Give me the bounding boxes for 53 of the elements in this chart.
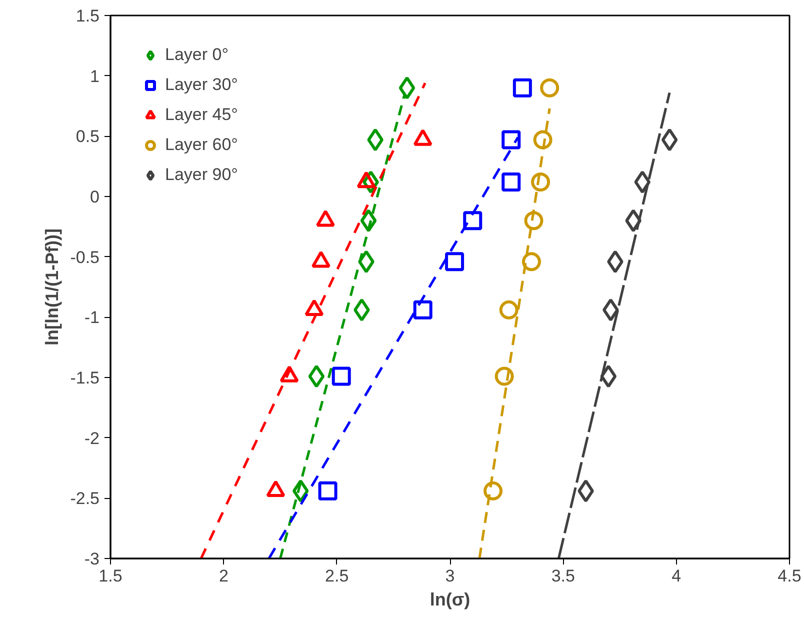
point (502, 172, 521, 192)
y-tick-label: 0.5 (76, 127, 100, 146)
point (367, 128, 384, 152)
y-tick-label: -1 (84, 308, 100, 328)
point (484, 481, 503, 500)
point (463, 211, 482, 230)
x-axis-title: ln(σ) (430, 590, 470, 610)
point (413, 300, 432, 320)
point (494, 366, 514, 386)
point (292, 479, 309, 502)
y-tick-label: 0 (90, 188, 100, 206)
point (540, 78, 560, 98)
point (354, 298, 370, 322)
point (625, 209, 642, 232)
legend-label: Layer 60° (165, 135, 238, 155)
x-tick-label: 4 (672, 566, 682, 586)
legend-label: Layer 30° (165, 75, 238, 95)
point (600, 364, 617, 388)
y-tick-label: -1.5 (70, 368, 100, 388)
y-axis-title: ln[ln(1/(1-Pf))] (42, 228, 62, 346)
point (533, 130, 552, 150)
point (522, 252, 541, 272)
point (607, 250, 624, 274)
y-tick-label: -3 (84, 550, 100, 568)
x-tick-label: 4.5 (778, 566, 802, 586)
x-tick-label: 3.5 (551, 566, 575, 586)
x-tick-label: 2.5 (325, 566, 349, 586)
point (524, 211, 544, 230)
legend-label: Layer 45° (165, 105, 238, 125)
point (531, 172, 550, 192)
x-tick-label: 3 (445, 566, 455, 586)
point (360, 209, 377, 232)
point (512, 78, 532, 98)
point (332, 366, 351, 386)
point (578, 479, 594, 502)
point (499, 300, 518, 320)
point (502, 130, 521, 150)
point (358, 250, 374, 274)
legend-label: Layer 0° (165, 45, 229, 65)
point (602, 298, 619, 322)
point (398, 76, 416, 100)
y-tick-label: 1.5 (76, 6, 100, 26)
legend-label: Layer 90° (165, 165, 238, 185)
point (634, 170, 651, 194)
y-tick-label: -2 (84, 428, 100, 448)
y-tick-label: -0.5 (70, 248, 100, 267)
y-tick-label: 1 (90, 66, 100, 86)
point (308, 364, 325, 388)
point (445, 252, 464, 272)
point (661, 128, 678, 152)
y-tick-label: -2.5 (70, 489, 100, 508)
point (318, 481, 338, 500)
x-tick-label: 2 (218, 566, 228, 586)
